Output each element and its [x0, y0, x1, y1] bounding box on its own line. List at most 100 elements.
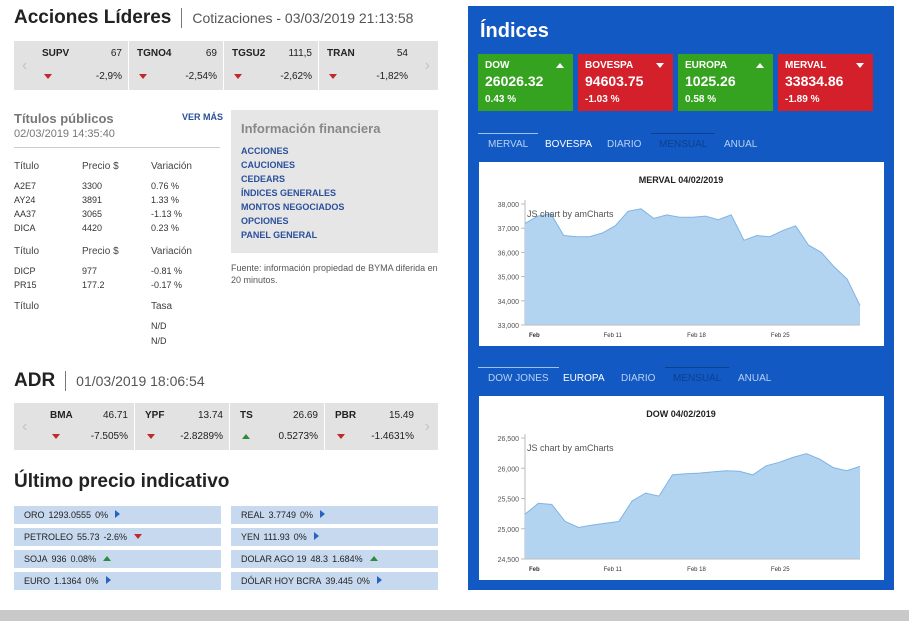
table-header: Título Tasa — [14, 301, 220, 313]
tab-mensual[interactable]: MENSUAL — [651, 133, 716, 156]
tab-europa[interactable]: EUROPA — [563, 368, 605, 390]
ticker-item[interactable]: TGNO4 69 -2,54% — [129, 41, 224, 90]
cell: 977 — [82, 266, 98, 276]
y-tick-label: 24,500 — [498, 557, 520, 564]
index-value: 1025.26 — [685, 73, 736, 89]
price-name: YEN — [241, 532, 260, 542]
tab-diario[interactable]: DIARIO — [607, 134, 641, 156]
price-box-soja[interactable]: SOJA 936 0.08% — [14, 550, 221, 568]
chevron-left-icon[interactable]: ‹ — [22, 56, 28, 74]
ticker-item[interactable]: SUPV 67 -2,9% — [34, 41, 129, 90]
col-tasa: Tasa — [151, 301, 173, 312]
cell: N/D — [151, 321, 167, 331]
index-name: EUROPA — [685, 60, 728, 71]
price-name: DOLAR AGO 19 — [241, 554, 307, 564]
merval-chart: MERVAL 04/02/2019 33,000 34,000 35,000 36,00… — [479, 162, 884, 346]
col-titulo: Título — [14, 301, 40, 312]
price-box-dolar-bcra[interactable]: DÓLAR HOY BCRA 39.445 0% — [231, 572, 438, 590]
price-name: PETROLEO — [24, 532, 74, 542]
link-cedears[interactable]: CEDEARS — [241, 174, 286, 184]
acciones-ticker: ‹ SUPV 67 -2,9% TGNO4 69 -2,54% TGSU2 11… — [14, 41, 438, 90]
price-change: -2.6% — [103, 532, 128, 542]
link-montos-negociados[interactable]: MONTOS NEGOCIADOS — [241, 202, 345, 212]
link-panel-general[interactable]: PANEL GENERAL — [241, 230, 318, 240]
series-area — [525, 208, 860, 325]
titulos-date: 02/03/2019 14:35:40 — [14, 128, 115, 140]
arrow-up-icon — [103, 556, 112, 561]
link-indices-generales[interactable]: ÍNDICES GENERALES — [241, 188, 337, 198]
chevron-right-icon[interactable]: › — [424, 56, 430, 74]
index-pct: -1.89 % — [785, 94, 820, 105]
fuente-note: Fuente: información propiedad de BYMA di… — [231, 263, 438, 285]
chart-title: MERVAL 04/02/2019 — [639, 175, 724, 185]
link-cauciones[interactable]: CAUCIONES — [241, 160, 296, 170]
play-right-icon — [320, 510, 326, 518]
tab-label: MERVAL — [488, 139, 529, 150]
cell: AA37 — [14, 209, 37, 219]
horizontal-scrollbar[interactable] — [0, 610, 909, 621]
table-row: N/D — [14, 321, 220, 333]
tab-dow-jones[interactable]: DOW JONES — [478, 367, 559, 390]
table-row: PR15 177.2 -0.17 % — [14, 280, 220, 292]
tab-label: DOW JONES — [488, 373, 549, 384]
ticker-item[interactable]: TRAN 54 -1,82% — [319, 41, 414, 90]
tab-label: MENSUAL — [659, 139, 708, 150]
tab-bovespa[interactable]: BOVESPA — [545, 134, 592, 156]
indices-panel: Índices DOW 26026.32 0.43 % BOVESPA 9460… — [468, 6, 894, 590]
chart-watermark: JS chart by amCharts — [527, 443, 614, 453]
price-box-euro[interactable]: EURO 1.1364 0% — [14, 572, 221, 590]
ticker-item[interactable]: YPF 13.74 -2.8289% — [135, 403, 230, 450]
arrow-up-icon — [756, 63, 764, 68]
tab-anual[interactable]: ANUAL — [724, 134, 757, 156]
ticker-item[interactable]: BMA 46.71 -7.505% — [40, 403, 135, 450]
price-change: 0% — [300, 510, 314, 520]
tab-label: MENSUAL — [673, 373, 722, 384]
table-row: A2E7 3300 0.76 % — [14, 181, 220, 193]
index-pct: 0.58 % — [685, 94, 717, 105]
link-opciones[interactable]: OPCIONES — [241, 216, 289, 226]
price-value: 1293.0555 — [48, 510, 92, 520]
ticker-item[interactable]: PBR 15.49 -1.4631% — [325, 403, 420, 450]
col-variacion: Variación — [151, 161, 192, 172]
price-name: DÓLAR HOY BCRA — [241, 576, 322, 586]
tab-merval[interactable]: MERVAL — [478, 133, 539, 156]
ticker-price: 111,5 — [288, 48, 312, 59]
tab-mensual[interactable]: MENSUAL — [665, 367, 730, 390]
price-box-oro[interactable]: ORO 1293.0555 0% — [14, 506, 221, 524]
arrow-up-icon — [369, 556, 378, 561]
acciones-title: Acciones Líderes — [14, 7, 172, 28]
price-box-dolar-ago[interactable]: DOLAR AGO 19 48.3 1.684% — [231, 550, 438, 568]
ticker-item[interactable]: TGSU2 111,5 -2,62% — [224, 41, 319, 90]
index-name: BOVESPA — [585, 60, 634, 71]
table-row: AY24 3891 1.33 % — [14, 195, 220, 207]
price-name: REAL — [241, 510, 265, 520]
index-card-europa[interactable]: EUROPA 1025.26 0.58 % — [678, 54, 773, 111]
arrow-down-icon — [337, 434, 345, 439]
cell: 0.23 % — [151, 223, 180, 233]
tab-label: ANUAL — [738, 373, 772, 384]
tab-diario[interactable]: DIARIO — [621, 368, 655, 390]
ticker-change: -1.4631% — [371, 431, 414, 442]
tab-anual[interactable]: ANUAL — [738, 368, 771, 390]
index-card-bovespa[interactable]: BOVESPA 94603.75 -1.03 % — [578, 54, 673, 111]
ticker-name: TGSU2 — [232, 48, 266, 59]
ticker-price: 67 — [110, 48, 122, 59]
ticker-change: -2,62% — [280, 71, 312, 82]
ver-mas-link[interactable]: VER MÁS — [182, 112, 224, 122]
index-value: 26026.32 — [485, 73, 544, 89]
link-acciones[interactable]: ACCIONES — [241, 146, 289, 156]
cell: 3300 — [82, 181, 103, 191]
price-value: 936 — [51, 554, 67, 564]
chevron-right-icon[interactable]: › — [424, 417, 430, 435]
price-box-petroleo[interactable]: PETROLEO 55.73 -2.6% — [14, 528, 221, 546]
price-box-real[interactable]: REAL 3.7749 0% — [231, 506, 438, 524]
ticker-item[interactable]: TS 26.69 0.5273% — [230, 403, 325, 450]
cell: 0.76 % — [151, 181, 180, 191]
index-card-merval[interactable]: MERVAL 33834.86 -1.89 % — [778, 54, 873, 111]
x-tick-label: Feb 11 — [604, 567, 623, 573]
play-right-icon — [115, 510, 121, 518]
index-card-dow[interactable]: DOW 26026.32 0.43 % — [478, 54, 573, 111]
price-box-yen[interactable]: YEN 111.93 0% — [231, 528, 438, 546]
chevron-left-icon[interactable]: ‹ — [22, 417, 28, 435]
y-tick-label: 33,000 — [498, 323, 520, 330]
